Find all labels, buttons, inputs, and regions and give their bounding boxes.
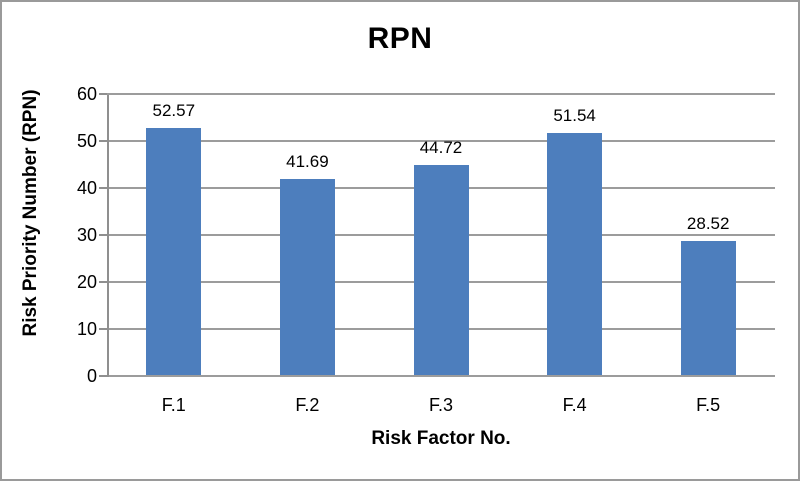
gridline-y-60 bbox=[107, 93, 775, 95]
gridline-y-50 bbox=[107, 140, 775, 142]
y-axis-line bbox=[107, 95, 109, 377]
chart-title: RPN bbox=[367, 22, 433, 55]
y-axis-tick-0 bbox=[99, 375, 107, 377]
plot-area bbox=[99, 93, 775, 377]
y-tick-label-10: 10 bbox=[76, 319, 97, 339]
gridline-y-0 bbox=[107, 375, 775, 377]
y-tick-label-0: 0 bbox=[86, 366, 97, 386]
y-tick-label-20: 20 bbox=[76, 272, 97, 292]
y-axis-tick-10 bbox=[99, 328, 107, 330]
y-axis-tick-50 bbox=[99, 140, 107, 142]
data-label-F.2: 41.69 bbox=[286, 152, 329, 171]
data-label-F.4: 51.54 bbox=[553, 106, 596, 125]
y-tick-label-40: 40 bbox=[76, 178, 97, 198]
data-label-F.1: 52.57 bbox=[152, 101, 196, 120]
y-axis-tick-30 bbox=[99, 234, 107, 236]
y-axis-tick-40 bbox=[99, 187, 107, 189]
y-axis-tick-20 bbox=[99, 281, 107, 283]
x-category-label-F.2: F.2 bbox=[295, 395, 320, 415]
x-category-label-F.4: F.4 bbox=[562, 395, 587, 415]
x-category-label-F.1: F.1 bbox=[161, 395, 186, 415]
y-tick-label-30: 30 bbox=[76, 225, 97, 245]
y-axis-tick-60 bbox=[99, 93, 107, 95]
data-label-F.5: 28.52 bbox=[686, 214, 730, 233]
bar-F.1 bbox=[146, 128, 201, 375]
y-axis-title: Risk Priority Number (RPN) bbox=[20, 89, 41, 337]
bar-F.2 bbox=[280, 179, 335, 375]
y-tick-label-50: 50 bbox=[76, 131, 97, 151]
bar-F.5 bbox=[681, 241, 736, 375]
bar-F.3 bbox=[414, 165, 469, 375]
bar-F.4 bbox=[547, 133, 602, 375]
x-category-label-F.3: F.3 bbox=[428, 395, 453, 415]
x-category-label-F.5: F.5 bbox=[696, 395, 721, 415]
y-tick-label-60: 60 bbox=[76, 84, 97, 104]
x-axis-title: Risk Factor No. bbox=[371, 428, 511, 449]
data-label-F.3: 44.72 bbox=[419, 138, 463, 157]
